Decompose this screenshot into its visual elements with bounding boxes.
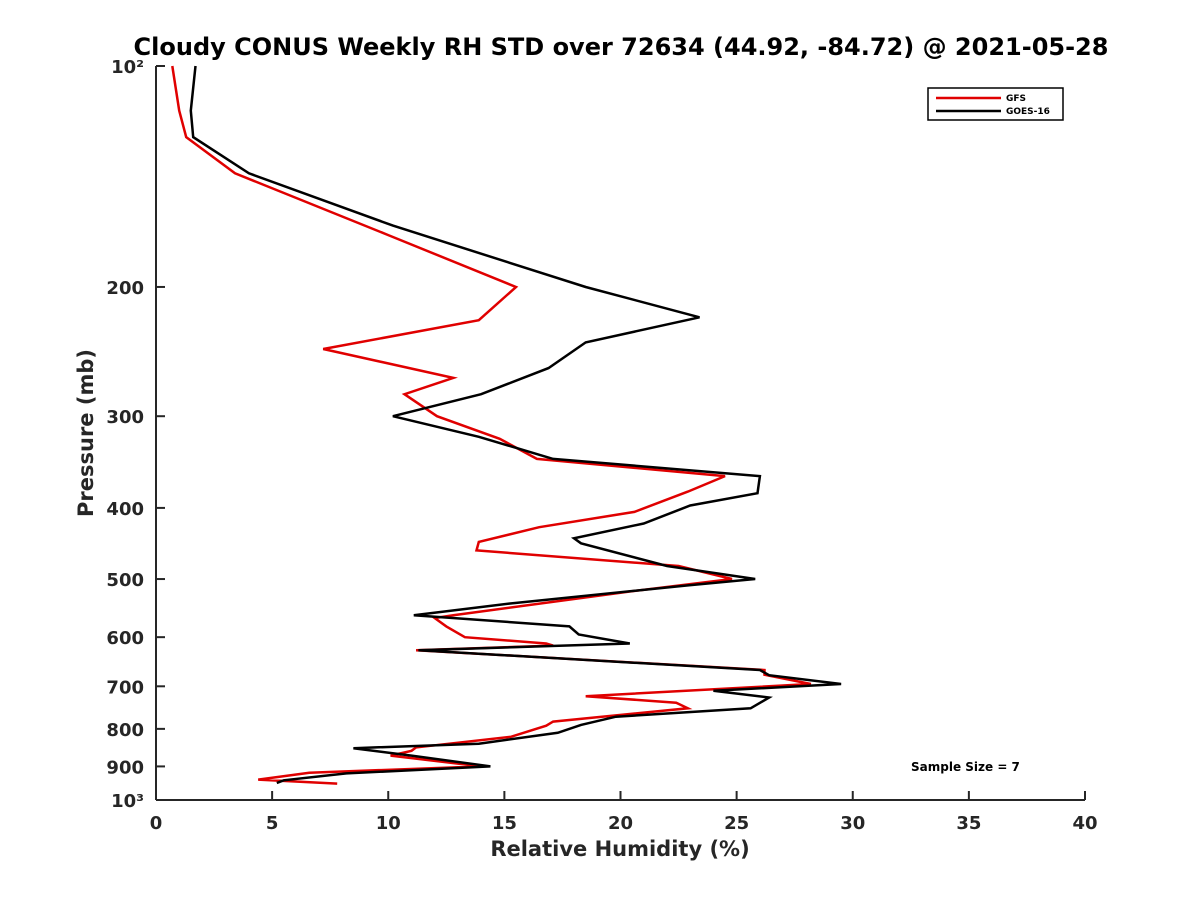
x-ticks: 0 5 10 15 20 25 30 35 40 <box>150 791 1098 834</box>
x-tick-label: 0 <box>150 813 163 834</box>
y-tick-label: 10² <box>111 57 144 78</box>
y-tick-label: 500 <box>106 570 144 591</box>
y-tick-label: 400 <box>106 499 144 520</box>
legend: GFS GOES-16 <box>927 87 1064 121</box>
y-tick-label: 10³ <box>111 791 144 812</box>
y-ticks: 10² 200 300 400 500 600 700 800 900 10³ <box>106 57 165 812</box>
y-tick-label: 800 <box>106 720 144 741</box>
sample-size-annotation: Sample Size = 7 <box>911 760 1020 774</box>
series-line-gfs <box>171 65 812 785</box>
y-tick-label: 600 <box>106 628 144 649</box>
chart-title: Cloudy CONUS Weekly RH STD over 72634 (4… <box>134 33 1109 61</box>
x-axis-label: Relative Humidity (%) <box>490 837 749 861</box>
x-tick-label: 5 <box>266 813 279 834</box>
legend-label-gfs: GFS <box>1006 94 1026 104</box>
legend-box <box>927 87 1064 121</box>
legend-label-goes16: GOES-16 <box>1006 107 1050 117</box>
y-tick-label: 200 <box>106 278 144 299</box>
x-tick-label: 20 <box>608 813 633 834</box>
x-tick-label: 10 <box>376 813 401 834</box>
y-tick-label: 300 <box>106 407 144 428</box>
y-tick-label: 900 <box>106 757 144 778</box>
x-tick-label: 30 <box>840 813 865 834</box>
series-layer <box>171 65 842 785</box>
x-tick-label: 40 <box>1072 813 1097 834</box>
y-tick-label: 700 <box>106 677 144 698</box>
x-tick-label: 15 <box>492 813 517 834</box>
x-tick-label: 35 <box>956 813 981 834</box>
series-line-goes-16 <box>189 65 842 785</box>
x-tick-label: 25 <box>724 813 749 834</box>
y-axis-label: Pressure (mb) <box>74 349 98 517</box>
